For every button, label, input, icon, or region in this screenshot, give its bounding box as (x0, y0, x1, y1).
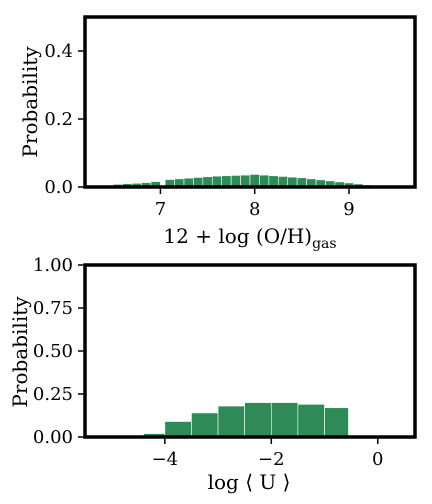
metallicity-x-axis-label-main: 12 + log (O/H) (163, 224, 312, 248)
metallicity-plot-frame (83, 15, 417, 189)
ionization-plot-frame (83, 263, 417, 439)
metallicity-y-ticks: 0.0 0.2 0.4 (44, 41, 84, 198)
ionization-y-tick-label-0: 0.00 (33, 427, 73, 448)
metallicity-x-tick-label-2: 9 (343, 199, 354, 220)
ionization-x-tick-label-1: −2 (258, 449, 285, 470)
metallicity-x-tick-label-0: 7 (155, 199, 166, 220)
ionization-y-ticks: 0.00 0.25 0.50 0.75 1.00 (33, 255, 84, 448)
ionization-bar-1 (164, 421, 192, 438)
ionization-histogram-panel: −4 −2 0 0.00 0.25 0.50 0.75 1.00 Probability l… (8, 255, 417, 494)
ionization-bar-6 (297, 404, 325, 438)
metallicity-bar-13 (240, 174, 251, 188)
ionization-bar-3 (217, 405, 245, 438)
ionization-bar-7 (324, 407, 349, 438)
ionization-x-tick-label-0: −4 (152, 449, 179, 470)
metallicity-bar-14 (249, 174, 260, 188)
ionization-y-tick-label-3: 0.75 (33, 298, 73, 319)
metallicity-bar-15 (259, 174, 270, 188)
metallicity-x-axis-label-subscript: gas (312, 236, 337, 252)
ionization-bar-4 (244, 402, 272, 438)
ionization-x-tick-label-2: 0 (372, 449, 383, 470)
metallicity-bars (112, 174, 383, 188)
metallicity-histogram-panel: 7 8 9 0.0 0.2 0.4 Probability 12 + log (O/H)… (18, 15, 417, 252)
metallicity-y-axis-label: Probability (18, 46, 42, 158)
ionization-y-tick-label-1: 0.25 (33, 384, 73, 405)
ionization-x-axis-label: log ⟨ U ⟩ (208, 470, 291, 494)
ionization-y-axis-label: Probability (8, 296, 32, 408)
metallicity-x-axis-label: 12 + log (O/H)gas (163, 224, 336, 252)
ionization-y-tick-label-2: 0.50 (33, 341, 73, 362)
ionization-bar-2 (191, 412, 219, 438)
ionization-bar-5 (270, 402, 299, 438)
metallicity-x-ticks: 7 8 9 (155, 188, 355, 220)
metallicity-y-tick-label-1: 0.2 (44, 109, 73, 130)
metallicity-y-tick-label-2: 0.4 (44, 41, 73, 62)
ionization-x-ticks: −4 −2 0 (152, 438, 383, 470)
metallicity-y-tick-label-0: 0.0 (44, 177, 73, 198)
metallicity-x-tick-label-1: 8 (249, 199, 260, 220)
ionization-bars (143, 402, 349, 438)
ionization-y-tick-label-4: 1.00 (33, 255, 73, 276)
